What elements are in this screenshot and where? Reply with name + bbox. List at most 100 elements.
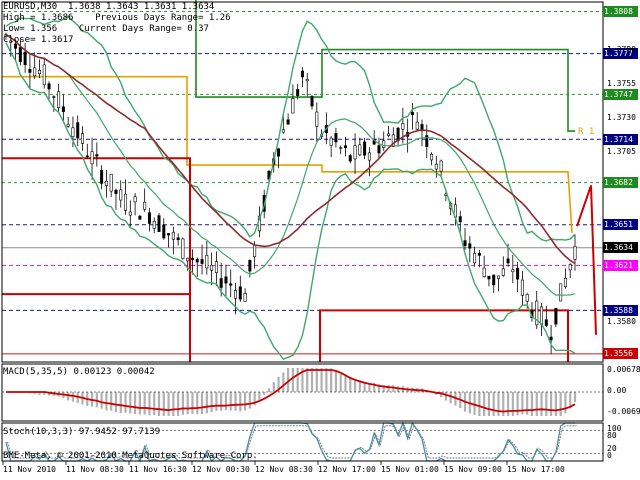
price-tag: 1.3808: [603, 6, 638, 17]
candle-body: [162, 224, 166, 239]
candle-body: [458, 216, 462, 223]
candle-body: [525, 293, 529, 302]
candle-body: [248, 259, 252, 272]
candle-body: [23, 51, 27, 66]
stoch-signal-line: [7, 424, 577, 460]
projection-line: [576, 185, 597, 335]
candle-body: [315, 111, 319, 127]
candle-body: [391, 134, 395, 147]
price-tag: 1.3747: [603, 88, 638, 100]
candle-body: [171, 231, 175, 240]
pivot-line: [2, 75, 573, 233]
price-chart-pane[interactable]: [2, 0, 603, 362]
candle-body: [310, 96, 314, 107]
time-axis-label: 15 Nov 17:00: [507, 465, 565, 474]
candle-body: [415, 121, 419, 130]
candle-body: [124, 193, 128, 211]
price-scale-label: 1.3730: [607, 112, 636, 122]
low-range-label: Low= 1.356 Current Days Range= 0.37: [3, 24, 209, 34]
candle-body: [434, 163, 438, 170]
candle-body: [554, 307, 558, 325]
candle-body: [540, 306, 544, 325]
candle-body: [544, 319, 548, 326]
candle-body: [568, 264, 572, 271]
price-scale-label: 1.3755: [607, 79, 636, 88]
candle-body: [291, 97, 295, 114]
macd-label: MACD(5,35,5) 0.00123 0.00042: [3, 367, 155, 377]
price-scale-label: 1.3705: [607, 146, 636, 156]
candle-body: [410, 112, 414, 116]
candle-body: [473, 253, 477, 264]
candle-body: [573, 246, 577, 260]
time-axis-label: 15 Nov 09:00: [444, 465, 502, 474]
price-tag: 1.3682: [603, 177, 638, 189]
copyright-label: BME-Meta, © 2001-2010 MetaQuotes Softwar…: [3, 451, 258, 461]
candle-body: [501, 268, 505, 276]
bollinger-middle: [5, 34, 576, 296]
candle-body: [549, 336, 553, 341]
candle-body: [205, 255, 209, 269]
time-axis-label: 11 Nov 08:30: [66, 465, 124, 474]
candle-body: [511, 269, 515, 273]
price-tag: 1.3714: [603, 133, 638, 145]
candle-body: [535, 300, 539, 326]
price-tag: 1.3651: [603, 219, 638, 231]
candle-body: [300, 70, 304, 78]
candle-body: [506, 258, 510, 264]
candle-body: [157, 215, 161, 232]
price-tag: 1.3588: [603, 304, 638, 316]
candle-body: [343, 145, 347, 149]
price-tag: 1.3556: [603, 348, 638, 360]
candle-body: [305, 79, 309, 82]
candle-body: [95, 154, 99, 157]
candle-body: [243, 293, 247, 302]
macd-signal-line: [6, 369, 576, 413]
macd-scale-mid: 0.00: [607, 386, 627, 395]
candle-body: [430, 153, 434, 161]
candle-body: [109, 173, 113, 192]
candle-body: [492, 274, 496, 286]
candle-body: [353, 145, 357, 160]
time-axis-label: 12 Nov 17:00: [318, 465, 376, 474]
candle-body: [114, 189, 118, 194]
candle-body: [71, 127, 75, 137]
candle-body: [516, 267, 520, 280]
price-tag: 1.3621: [603, 260, 638, 272]
stoch-scale-20: 20: [607, 444, 617, 453]
candle-body: [14, 43, 18, 49]
candle-body: [286, 119, 290, 125]
candle-body: [147, 212, 151, 224]
candle-body: [90, 151, 94, 165]
candle-body: [28, 69, 32, 73]
candle-body: [367, 152, 371, 161]
candle-body: [128, 211, 132, 216]
macd-indicator-pane[interactable]: [2, 368, 603, 416]
symbol-ohlc-label: EURUSD,M30 1.3638 1.3643 1.3631 1.3634: [3, 2, 215, 12]
support-line-a: [2, 157, 191, 362]
candle-body: [81, 133, 85, 144]
candle-body: [186, 257, 190, 262]
stoch-label: Stoch(10,3,3) 97.9452 97.7139: [3, 427, 161, 437]
stoch-scale-0: 0: [607, 451, 612, 460]
candle-body: [152, 220, 156, 229]
candle-body: [253, 244, 257, 257]
candle-body: [18, 47, 22, 62]
candle-body: [195, 259, 199, 263]
candle-body: [57, 91, 61, 108]
candle-body: [190, 257, 194, 261]
resistance-line: [195, 0, 575, 132]
candle-body: [238, 286, 242, 300]
bollinger-upper: [5, 15, 576, 242]
candle-body: [210, 265, 214, 271]
price-scale-label: 1.3780: [607, 45, 636, 55]
candle-body: [420, 124, 424, 132]
candle-body: [200, 259, 204, 264]
macd-pane-frame: [1, 363, 604, 422]
candle-body: [277, 148, 281, 157]
candle-body: [42, 64, 46, 86]
candle-body: [348, 155, 352, 162]
candle-body: [463, 240, 467, 247]
candle-body: [167, 233, 171, 236]
candle-body: [133, 196, 137, 203]
